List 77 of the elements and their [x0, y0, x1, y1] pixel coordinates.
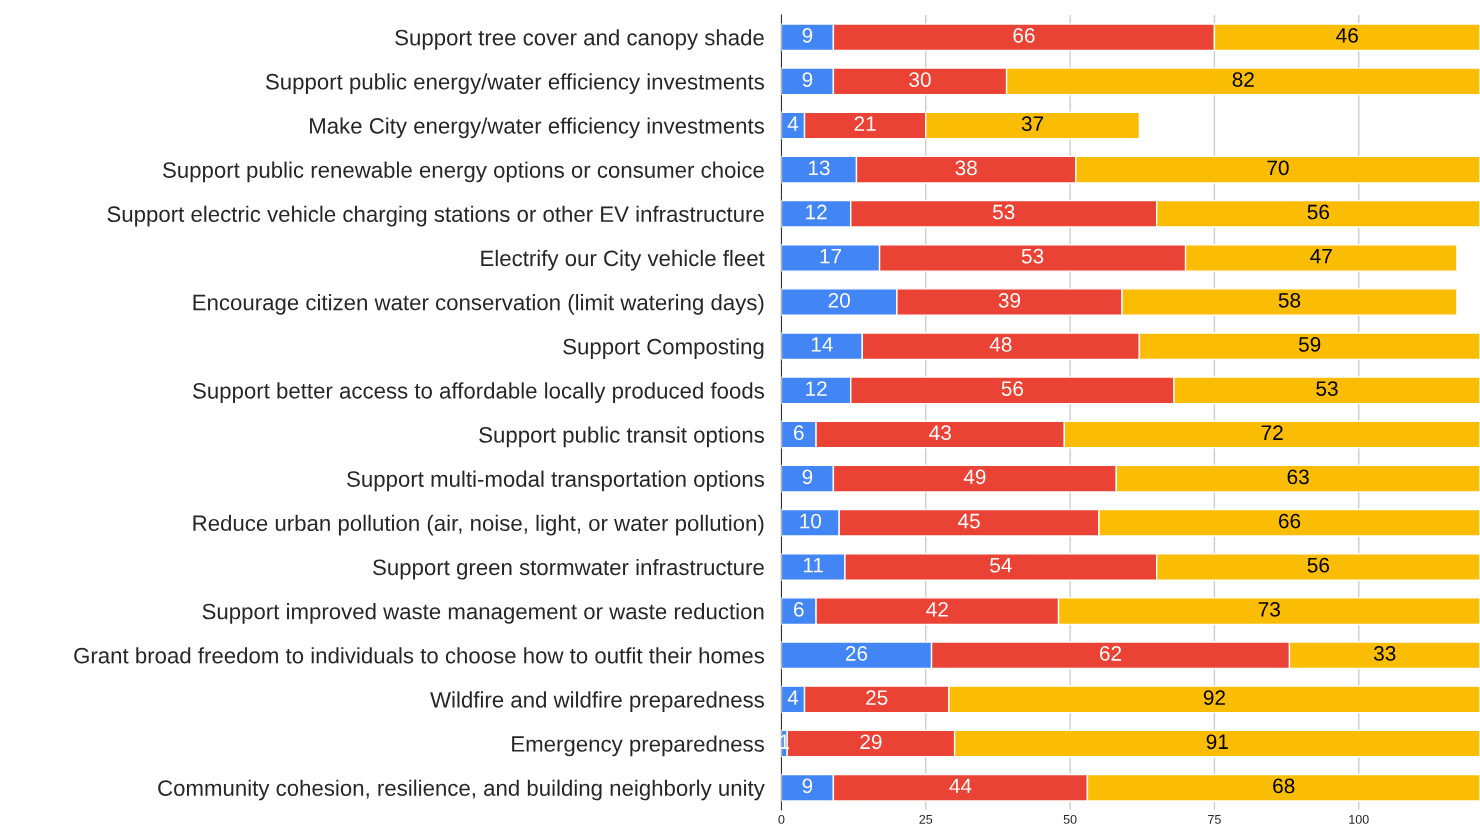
- data-label: 9: [802, 72, 813, 87]
- y-tick-label: Support multi-modal transportation options: [347, 470, 764, 492]
- y-tick-label: Electrify our City vehicle fleet: [481, 249, 765, 271]
- y-tick-label: Support green stormwater infrastructure: [373, 558, 764, 580]
- data-label: 9: [802, 28, 813, 43]
- x-tick-label: 100: [1349, 814, 1369, 824]
- y-tick-label: Encourage citizen water conservation (limit watering days): [193, 294, 764, 315]
- data-label: 48: [989, 337, 1012, 352]
- data-label: 45: [957, 513, 980, 529]
- data-label: 38: [955, 160, 977, 176]
- data-label: 12: [806, 381, 827, 396]
- data-label: 29: [860, 734, 882, 750]
- data-label: 37: [1021, 116, 1044, 132]
- data-label: 63: [1287, 469, 1309, 485]
- data-label: 72: [1261, 425, 1283, 440]
- data-label: 47: [1310, 248, 1332, 264]
- data-label: 30: [909, 72, 931, 87]
- data-label: 53: [1021, 248, 1044, 264]
- x-tick-label: 0: [778, 814, 785, 824]
- data-label: 58: [1278, 292, 1301, 308]
- data-label: 11: [803, 558, 823, 573]
- data-label: 14: [811, 337, 833, 352]
- data-label: 53: [1316, 381, 1338, 396]
- y-tick-label: Support Composting: [563, 338, 764, 359]
- data-label: 66: [1278, 513, 1301, 529]
- data-label: 73: [1258, 601, 1280, 617]
- data-label: 53: [992, 204, 1015, 220]
- data-label: 66: [1013, 28, 1035, 43]
- data-label: 39: [998, 292, 1021, 308]
- data-label: 25: [866, 690, 888, 705]
- data-label: 54: [990, 558, 1012, 573]
- data-label: 56: [1001, 381, 1024, 396]
- data-label: 62: [1099, 646, 1122, 661]
- y-tick-label: Support public energy/water efficiency investments: [265, 73, 764, 94]
- data-label: 42: [926, 601, 948, 617]
- data-label: 21: [854, 116, 876, 131]
- data-label: 12: [806, 204, 827, 220]
- data-label: 20: [828, 292, 850, 308]
- data-label: 26: [845, 646, 868, 661]
- data-label: 4: [787, 116, 799, 131]
- x-tick-label: 25: [919, 814, 933, 824]
- x-tick-label: 50: [1063, 814, 1077, 824]
- data-label: 91: [1206, 734, 1228, 750]
- data-label: 46: [1336, 28, 1358, 43]
- data-label: 9: [802, 778, 813, 794]
- y-tick-label: Emergency preparedness: [512, 735, 764, 757]
- data-label: 17: [820, 248, 842, 264]
- y-tick-label: Support public renewable energy options or consumer choice: [163, 161, 764, 183]
- data-label: 6: [794, 425, 804, 441]
- data-label: 10: [800, 513, 822, 529]
- y-tick-label: Support improved waste management or waste reduction: [202, 603, 764, 624]
- x-tick-label: 75: [1208, 815, 1221, 824]
- data-label: 82: [1232, 72, 1254, 87]
- y-tick-label: Support tree cover and canopy shade: [395, 29, 764, 50]
- data-label: 4: [787, 690, 799, 705]
- data-label: 49: [963, 469, 986, 485]
- data-label: 59: [1298, 337, 1321, 352]
- y-tick-label: Support better access to affordable locally produced foods: [193, 382, 765, 404]
- y-tick-label: Make City energy/water efficiency investments: [310, 117, 764, 139]
- data-label: 6: [794, 601, 804, 617]
- data-label: 9: [802, 469, 813, 485]
- data-label: 1: [780, 734, 790, 749]
- y-tick-label: Wildfire and wildfire preparedness: [430, 691, 764, 713]
- data-label: 56: [1307, 204, 1330, 220]
- y-tick-label: Support electric vehicle charging stations or other EV infrastructure: [107, 205, 764, 227]
- data-label: 43: [929, 425, 951, 441]
- y-tick-label: Grant broad freedom to individuals to choose how to outfit their homes: [74, 647, 765, 664]
- data-label: 92: [1203, 690, 1225, 705]
- data-label: 13: [808, 160, 830, 176]
- data-label: 44: [949, 778, 972, 794]
- y-tick-label: Support public transit options: [479, 426, 764, 448]
- y-tick-label: Community cohesion, resilience, and building neighborly unity: [158, 779, 765, 801]
- data-label: 70: [1267, 160, 1289, 176]
- y-tick-label: Reduce urban pollution (air, noise, light, or water pollution): [193, 514, 764, 536]
- data-label: 33: [1373, 646, 1396, 661]
- data-label: 68: [1273, 778, 1295, 794]
- data-label: 56: [1307, 557, 1330, 573]
